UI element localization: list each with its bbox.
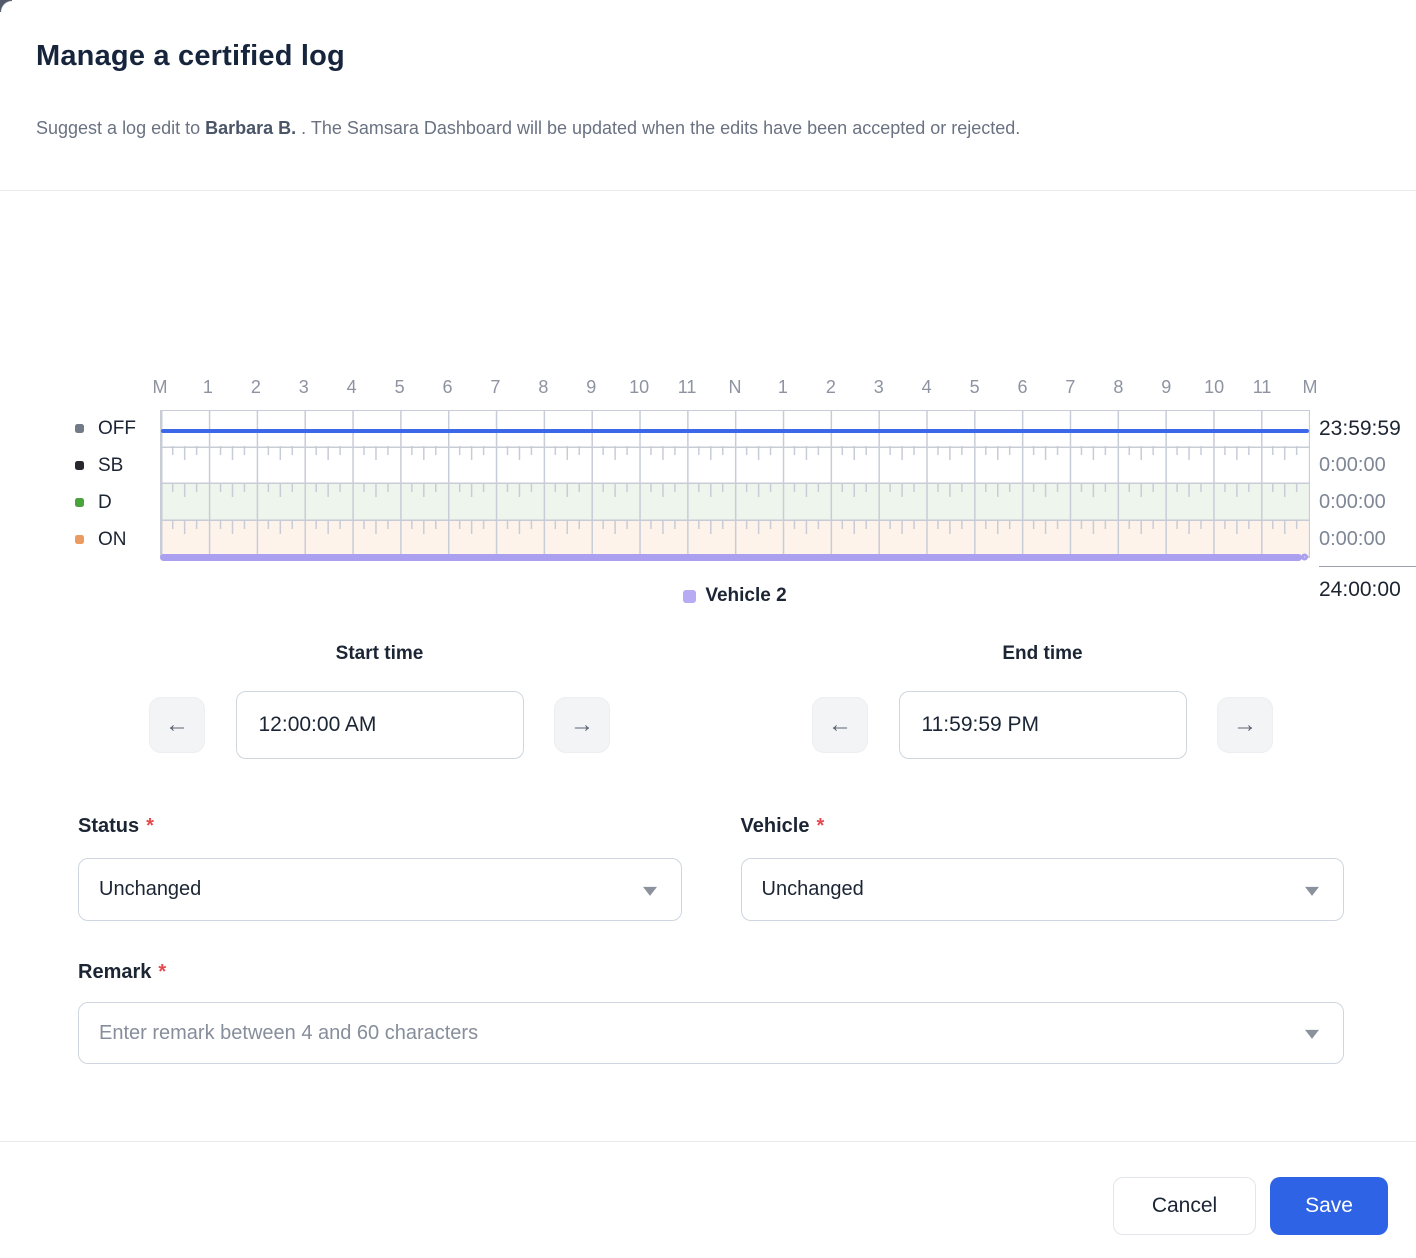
- legend-swatch-icon: [683, 589, 697, 603]
- row-total-sb: 0:00:00: [1319, 454, 1386, 476]
- row-labels: OFF SB D ON: [75, 410, 160, 558]
- row-total-d: 0:00:00: [1319, 491, 1386, 513]
- remark-row: Remark * Enter remark between 4 and 60 ch…: [0, 959, 1416, 1064]
- left-arrow-icon: ←: [828, 711, 852, 738]
- dialog-header: Manage a certified log Suggest a log edi…: [0, 0, 1416, 191]
- axis-hour-label: 1: [777, 377, 788, 397]
- row-label-sb: SB: [75, 447, 160, 484]
- save-button[interactable]: Save: [1270, 1177, 1388, 1235]
- page-title: Manage a certified log: [36, 40, 345, 72]
- row-swatch-icon: [75, 424, 84, 433]
- axis-hour-label: 4: [921, 377, 932, 397]
- dialog-description: Suggest a log edit to Barbara B. . The S…: [36, 118, 1021, 138]
- start-time-decrement-button[interactable]: ←: [149, 697, 205, 753]
- remark-label: Remark *: [78, 961, 167, 983]
- row-label-on: ON: [75, 521, 160, 558]
- axis-hour-label: N: [728, 377, 742, 397]
- axis-hour-label: 10: [1204, 377, 1225, 397]
- duty-row-band-on: [161, 520, 1309, 557]
- chart-legend: Vehicle 2: [160, 585, 1310, 607]
- axis-hour-label: 7: [1065, 377, 1076, 397]
- chevron-down-icon: [1305, 1029, 1319, 1039]
- vehicle-field: Vehicle * Unchanged: [740, 813, 1344, 921]
- row-total-off: 23:59:59: [1319, 416, 1401, 440]
- row-swatch-icon: [75, 535, 84, 544]
- axis-hour-label: 4: [346, 377, 357, 397]
- remark-placeholder: Enter remark between 4 and 60 characters: [99, 1021, 479, 1044]
- hos-log-chart: M 1 2 3 4 5 6 7 8 9 10 11 N 1 2 3 4 5 6 7 8 9 10 11 M OFF SB D ON 2…: [0, 191, 1416, 632]
- status-field: Status * Unchanged: [78, 813, 682, 921]
- axis-hour-label: 9: [1161, 377, 1172, 397]
- axis-hour-label: 1: [202, 377, 213, 397]
- axis-hour-label: 3: [298, 377, 309, 397]
- status-value: Unchanged: [99, 878, 202, 900]
- start-time-group: Start time ← 12:00:00 AM →: [149, 643, 610, 759]
- row-label-d: D: [75, 484, 160, 521]
- end-time-increment-button[interactable]: →: [1217, 697, 1273, 753]
- required-asterisk: *: [816, 815, 825, 837]
- time-controls-row: Start time ← 12:00:00 AM → End time ← 11…: [0, 643, 1416, 759]
- start-time-input[interactable]: 12:00:00 AM: [235, 691, 524, 759]
- required-asterisk: *: [158, 961, 167, 983]
- axis-hour-label: 7: [490, 377, 501, 397]
- duty-status-line[interactable]: [161, 428, 1309, 433]
- end-time-input[interactable]: 11:59:59 PM: [898, 691, 1187, 759]
- start-time-increment-button[interactable]: →: [554, 697, 610, 753]
- start-time-label: Start time: [335, 643, 424, 664]
- vehicle-select[interactable]: Unchanged: [740, 858, 1344, 921]
- axis-hour-label: 2: [825, 377, 836, 397]
- axis-hour-label: M: [152, 377, 168, 397]
- axis-hour-label: 9: [586, 377, 597, 397]
- status-select[interactable]: Unchanged: [78, 858, 682, 921]
- status-vehicle-row: Status * Unchanged Vehicle * Unchanged: [0, 813, 1416, 921]
- axis-labels: M 1 2 3 4 5 6 7 8 9 10 11 N 1 2 3 4 5 6 7 8 9 10 11 M: [153, 377, 1318, 399]
- duty-row-band-d: [161, 484, 1309, 521]
- row-total-on: 0:00:00: [1319, 528, 1386, 550]
- axis-hour-label: M: [1302, 377, 1318, 397]
- end-time-decrement-button[interactable]: ←: [812, 697, 868, 753]
- axis-hour-label: 10: [629, 377, 650, 397]
- chevron-down-icon: [1305, 886, 1319, 896]
- vehicle-value: Unchanged: [761, 878, 864, 900]
- axis-hour-label: 6: [1017, 377, 1028, 397]
- axis-hour-label: 5: [969, 377, 980, 397]
- remark-select[interactable]: Enter remark between 4 and 60 characters: [78, 1002, 1344, 1064]
- totals-divider: [1319, 566, 1416, 567]
- left-arrow-icon: ←: [165, 711, 189, 738]
- end-time-label: End time: [1002, 643, 1083, 664]
- axis-hour-label: 11: [1252, 377, 1272, 397]
- chevron-down-icon: [642, 886, 657, 896]
- vehicle-line[interactable]: [160, 553, 1308, 561]
- duty-row-band-sb: [161, 447, 1309, 484]
- axis-hour-label: 8: [538, 377, 549, 397]
- row-swatch-icon: [75, 498, 84, 507]
- axis-hour-label: 2: [250, 377, 261, 397]
- vehicle-endpoint-icon[interactable]: [1301, 553, 1308, 561]
- status-label: Status *: [78, 815, 154, 837]
- end-time-group: End time ← 11:59:59 PM →: [812, 643, 1273, 759]
- vehicle-label: Vehicle *: [740, 815, 825, 837]
- legend-label: Vehicle 2: [705, 585, 787, 606]
- axis-hour-label: 6: [442, 377, 453, 397]
- row-swatch-icon: [75, 461, 84, 470]
- row-label-off: OFF: [75, 410, 160, 447]
- axis-hour-label: 5: [394, 377, 405, 397]
- plot-rows: [161, 411, 1309, 557]
- required-asterisk: *: [146, 815, 154, 837]
- grand-total: 24:00:00: [1319, 578, 1401, 601]
- right-arrow-icon: →: [570, 711, 594, 738]
- dialog-footer: Cancel Save: [0, 1141, 1416, 1258]
- modal-corner-artifact: [0, 0, 12, 12]
- driver-name: Barbara B.: [205, 118, 297, 138]
- right-arrow-icon: →: [1233, 711, 1257, 738]
- axis-hour-label: 11: [677, 377, 697, 397]
- cancel-button[interactable]: Cancel: [1113, 1177, 1256, 1235]
- hos-plot[interactable]: [160, 410, 1310, 561]
- axis-hour-label: 8: [1113, 377, 1124, 397]
- row-totals: 23:59:59 0:00:00 0:00:00 0:00:00: [1319, 410, 1416, 558]
- axis-hour-label: 3: [873, 377, 884, 397]
